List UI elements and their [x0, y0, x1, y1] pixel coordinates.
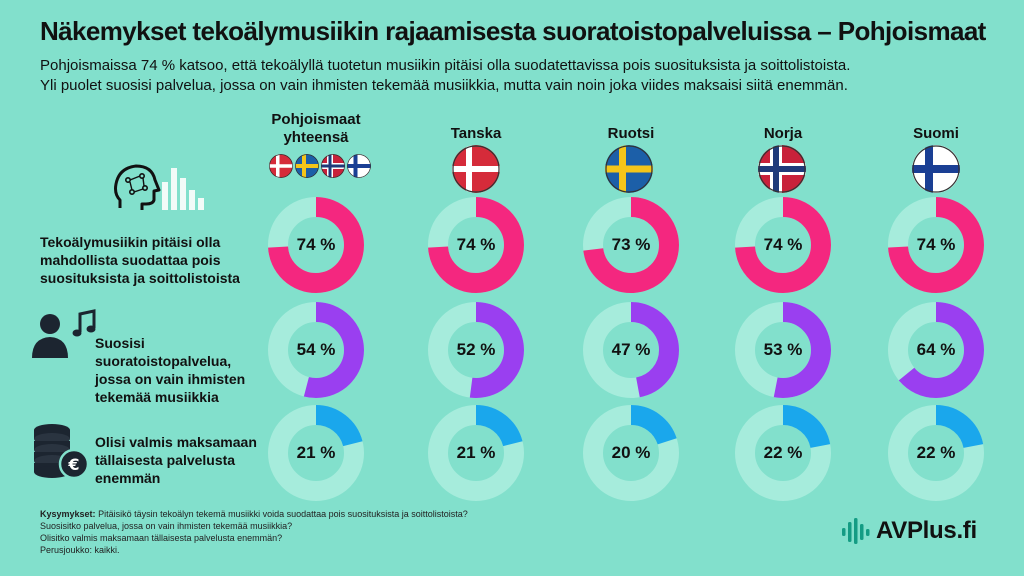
footer-questions: Kysymykset: Pitäisikö täysin tekoälyn te… — [40, 508, 680, 556]
donut-value-label: 47 % — [611, 340, 651, 359]
row-label-filter: Tekoälymusiikin pitäisi olla mahdollista… — [40, 234, 240, 286]
donut-chart — [735, 302, 831, 398]
donut-arc — [268, 405, 364, 501]
donut-chart — [583, 405, 679, 501]
donut-chart — [888, 302, 984, 398]
donut-chart — [735, 197, 831, 293]
donut-value-label: 52 % — [456, 340, 496, 359]
donut-arc — [268, 302, 364, 398]
footer-line: Perusjoukko: kaikki. — [40, 545, 120, 555]
donut-value-label: 54 % — [296, 340, 336, 359]
donut-arc — [888, 302, 984, 398]
donut-chart — [428, 302, 524, 398]
sweden-flag-icon — [295, 154, 319, 178]
finland-flag-icon — [912, 145, 960, 193]
row-label-pay-more: Olisi valmis maksamaan tällaisesta palve… — [95, 434, 257, 486]
column-header-finland: Suomi — [913, 125, 959, 142]
donut-arc — [888, 197, 984, 293]
column-header-norway: Norja — [763, 125, 803, 142]
svg-text:€: € — [67, 455, 79, 474]
denmark-flag-icon — [269, 154, 293, 178]
donut-arc — [428, 302, 524, 398]
donut-arc — [583, 302, 679, 398]
column-header-nordics: Pohjoismaat yhteensä — [246, 111, 386, 147]
nordic-flags — [269, 154, 371, 178]
donut-arc — [735, 197, 831, 293]
donut-value-label: 74 % — [916, 235, 956, 254]
norway-flag-icon — [758, 145, 806, 193]
donut-chart — [888, 405, 984, 501]
donut-chart — [268, 302, 364, 398]
subtitle-line: Yli puolet suosisi palvelua, jossa on va… — [40, 77, 848, 94]
donut-value-label: 74 % — [456, 235, 496, 254]
donut-chart — [583, 302, 679, 398]
ai-head-icon — [114, 164, 204, 210]
donut-value-label: 73 % — [611, 235, 651, 254]
footer-label: Kysymykset: — [40, 509, 96, 519]
column-header-denmark: Tanska — [450, 125, 502, 142]
subtitle-line: Pohjoismaissa 74 % katsoo, että tekoälyl… — [40, 57, 851, 74]
donut-arc — [735, 405, 831, 501]
donut-value-label: 22 % — [763, 443, 803, 462]
finland-flag-icon — [347, 154, 371, 178]
donut-chart — [428, 197, 524, 293]
donut-chart — [735, 405, 831, 501]
donut-chart — [583, 197, 679, 293]
donut-arc — [428, 197, 524, 293]
norway-flag-icon — [321, 154, 345, 178]
donut-value-label: 21 % — [296, 443, 336, 462]
page-title: Näkemykset tekoälymusiikin rajaamisesta … — [40, 16, 986, 46]
column-label: yhteensä — [283, 129, 349, 146]
footer-line: Pitäisikö täysin tekoälyn tekemä musiikk… — [98, 509, 468, 519]
row-label-human-only: Suosisi suoratoistopalvelua, jossa on va… — [95, 335, 246, 405]
donut-arc — [735, 302, 831, 398]
sweden-flag-icon — [605, 145, 653, 193]
donut-chart — [428, 405, 524, 501]
donut-value-label: 74 % — [296, 235, 336, 254]
donut-value-label: 20 % — [611, 443, 651, 462]
logo-text: AVPlus.fi — [876, 517, 977, 544]
donut-arc — [888, 405, 984, 501]
donut-chart — [268, 405, 364, 501]
donut-value-label: 22 % — [916, 443, 956, 462]
donut-value-label: 21 % — [456, 443, 496, 462]
column-header-sweden: Ruotsi — [607, 125, 655, 142]
subtitle: Pohjoismaissa 74 % katsoo, että tekoälyl… — [40, 56, 1000, 96]
denmark-flag-icon — [452, 145, 500, 193]
donut-arc — [268, 197, 364, 293]
avplus-logo: AVPlus.fi — [842, 516, 977, 546]
sound-wave-icon — [842, 518, 870, 544]
person-music-icon — [32, 309, 96, 358]
footer-line: Suosisitko palvelua, jossa on vain ihmis… — [40, 521, 293, 531]
donut-arc — [583, 405, 679, 501]
donut-chart — [268, 197, 364, 293]
donut-arc — [583, 197, 679, 293]
donut-value-label: 64 % — [916, 340, 956, 359]
donut-value-label: 53 % — [763, 340, 803, 359]
donut-arc — [428, 405, 524, 501]
donut-chart — [888, 197, 984, 293]
footer-line: Olisitko valmis maksamaan tällaisesta pa… — [40, 533, 283, 543]
column-label: Pohjoismaat — [271, 111, 361, 128]
coins-euro-icon: € — [34, 424, 90, 480]
donut-value-label: 74 % — [763, 235, 803, 254]
